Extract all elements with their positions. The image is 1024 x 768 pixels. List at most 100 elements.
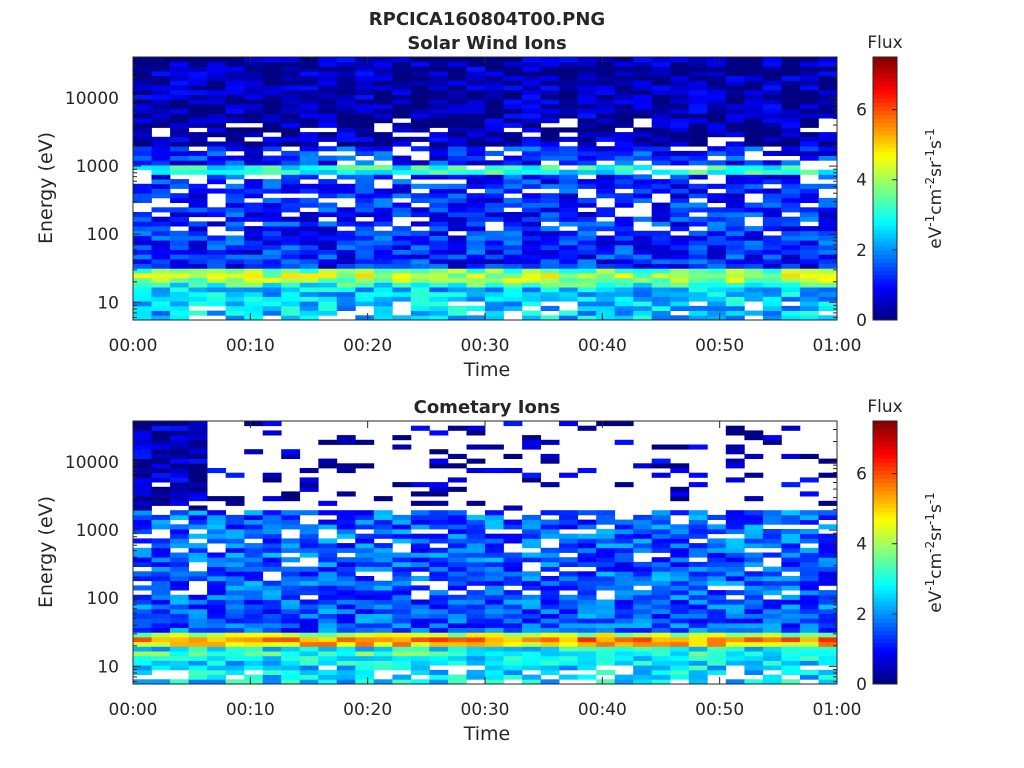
spectrogram-cell [151, 566, 171, 572]
spectrogram-cell [170, 244, 189, 250]
spectrogram-cell [799, 660, 819, 666]
spectrogram-cell [614, 301, 634, 307]
spectrogram-cell [688, 136, 708, 142]
spectrogram-cell [244, 641, 264, 647]
spectrogram-cell [410, 660, 430, 666]
spectrogram-cell [281, 104, 301, 110]
spectrogram-cell [318, 66, 338, 72]
spectrogram-cell [373, 637, 393, 643]
colorbar-tick-label: 6 [856, 101, 867, 121]
spectrogram-cell [410, 263, 430, 269]
colorbar-tick-label: 0 [856, 311, 867, 331]
spectrogram-cell [188, 543, 208, 549]
spectrogram-cell [744, 651, 764, 657]
spectrogram-cell [633, 179, 653, 185]
spectrogram-cell [207, 118, 226, 124]
spectrogram-cell [373, 557, 393, 563]
spectrogram-cell [651, 268, 671, 274]
spectrogram-cell [170, 169, 189, 175]
spectrogram-cell [336, 543, 356, 549]
spectrogram-cell [485, 89, 504, 95]
spectrogram-cell [540, 99, 560, 105]
spectrogram-cell [188, 61, 208, 67]
spectrogram-cell [447, 118, 467, 124]
spectrogram-cell [466, 150, 486, 156]
spectrogram-cell [447, 519, 467, 525]
spectrogram-cell [151, 221, 171, 227]
spectrogram-cell [522, 146, 541, 152]
spectrogram-cell [614, 421, 634, 427]
spectrogram-cell [299, 141, 319, 147]
spectrogram-cell [503, 599, 523, 605]
spectrogram-cell [725, 444, 745, 450]
spectrogram-cell [355, 296, 375, 302]
spectrogram-cell [299, 524, 319, 530]
spectrogram-cell [781, 622, 801, 628]
spectrogram-cell [188, 104, 208, 110]
spectrogram-cell [522, 226, 541, 232]
spectrogram-cell [207, 287, 226, 293]
spectrogram-cell [225, 496, 245, 502]
spectrogram-cell [522, 207, 541, 213]
spectrogram-cell [392, 207, 412, 213]
spectrogram-cell [429, 291, 449, 297]
spectrogram-cell [670, 632, 690, 638]
spectrogram-cell [133, 254, 152, 260]
spectrogram-cell [799, 207, 819, 213]
spectrogram-cell [262, 94, 282, 100]
spectrogram-cell [429, 183, 449, 189]
spectrogram-cell [373, 146, 393, 152]
spectrogram-cell [503, 179, 523, 185]
spectrogram-cell [170, 543, 189, 549]
spectrogram-cell [577, 665, 597, 671]
spectrogram-cell [485, 150, 504, 156]
spectrogram-cell [577, 127, 597, 133]
spectrogram-cell [188, 212, 208, 218]
y-tick-label: 10000 [65, 453, 119, 473]
spectrogram-cell [503, 104, 523, 110]
spectrogram-cell [799, 646, 819, 652]
spectrogram-cell [262, 240, 282, 246]
spectrogram-cell [262, 632, 282, 638]
spectrogram-cell [188, 608, 208, 614]
spectrogram-cell [577, 94, 597, 100]
spectrogram-cell [429, 613, 449, 619]
spectrogram-cell [207, 80, 226, 86]
spectrogram-cell [373, 305, 393, 311]
spectrogram-cell [633, 174, 653, 180]
spectrogram-cell [244, 627, 264, 633]
spectrogram-cell [188, 108, 208, 114]
spectrogram-cell [633, 127, 653, 133]
spectrogram-cell [133, 287, 152, 293]
spectrogram-cell [244, 519, 264, 525]
spectrogram-cell [244, 296, 264, 302]
spectrogram-cell [559, 212, 578, 218]
spectrogram-cell [651, 622, 671, 628]
spectrogram-cell [170, 439, 189, 445]
spectrogram-cell [318, 235, 338, 241]
colorbar-segment [873, 441, 897, 447]
spectrogram-cell [818, 57, 838, 63]
spectrogram-cell [188, 240, 208, 246]
spectrogram-cell [725, 226, 745, 232]
spectrogram-cell [318, 599, 338, 605]
spectrogram-cell [170, 85, 189, 91]
spectrogram-cell [188, 193, 208, 199]
spectrogram-cell [410, 315, 430, 321]
colorbar-segment [873, 221, 897, 226]
spectrogram-cell [670, 150, 690, 156]
spectrogram-cell [447, 557, 467, 563]
spectrogram-cell [133, 141, 152, 147]
colorbar-segment [873, 449, 897, 455]
spectrogram-cell [429, 296, 449, 302]
spectrogram-cell [447, 202, 467, 208]
spectrogram-cell [725, 315, 745, 321]
spectrogram-cell [577, 169, 597, 175]
spectrogram-cell [336, 627, 356, 633]
spectrogram-cell [725, 430, 745, 436]
spectrogram-cell [262, 221, 282, 227]
spectrogram-cell [410, 127, 430, 133]
spectrogram-cell [170, 258, 189, 264]
spectrogram-cell [429, 576, 449, 582]
spectrogram-cell [577, 608, 597, 614]
